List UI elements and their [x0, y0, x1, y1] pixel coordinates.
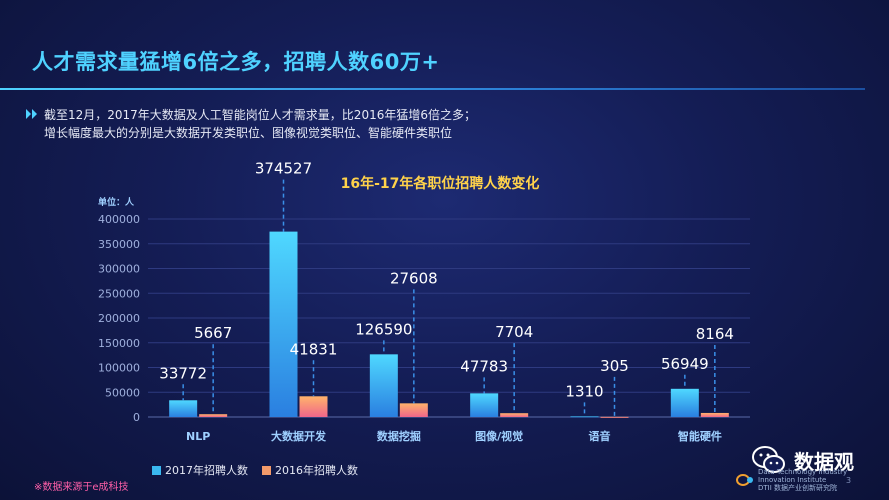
wechat-account-mark: 数据观	[752, 445, 854, 475]
bar-2017	[570, 416, 599, 418]
legend-item-2017: 2017年招聘人数	[152, 462, 248, 478]
value-label-2017: 126590	[355, 320, 412, 338]
brand-text: Data Technology Industry Innovation Inst…	[758, 468, 847, 492]
bar-2017	[470, 393, 499, 417]
page-title: 人才需求量猛增6倍之多，招聘人数60万+	[32, 50, 440, 74]
bar-2016	[500, 413, 529, 417]
x-tick-label: NLP	[186, 430, 210, 443]
value-label-2016: 8164	[696, 325, 734, 343]
x-tick-label: 智能硬件	[678, 429, 722, 443]
legend-swatch-2016	[262, 465, 271, 475]
brand-line-3: DTII 数据产业创新研究院	[758, 484, 838, 492]
bar-2017	[269, 231, 298, 417]
brand-line-2: Innovation Institute	[758, 476, 827, 484]
value-label-2017: 374527	[255, 160, 312, 178]
brand-logo: Data Technology Industry Innovation Inst…	[736, 468, 847, 492]
bar-2017	[670, 388, 699, 417]
wechat-icon	[752, 446, 785, 473]
y-tick-label: 300000	[98, 263, 140, 276]
page-number: 3	[846, 476, 852, 485]
legend-label-2017: 2017年招聘人数	[165, 464, 248, 477]
y-tick-label: 0	[133, 411, 140, 424]
value-label-2016: 41831	[290, 340, 338, 358]
x-tick-label: 图像/视觉	[475, 429, 523, 443]
y-tick-label: 200000	[98, 312, 140, 325]
y-tick-label: 350000	[98, 238, 140, 251]
value-label-2016: 27608	[390, 269, 438, 287]
y-tick-label: 400000	[98, 213, 140, 226]
brand-logo-icon	[736, 474, 753, 486]
x-tick-label: 语音	[589, 429, 611, 443]
value-label-2016: 5667	[194, 324, 232, 342]
x-tick-label: 数据挖掘	[377, 429, 421, 443]
chart-title: 16年-17年各职位招聘人数变化	[341, 175, 540, 192]
bar-2016	[399, 403, 428, 417]
bar-2017	[169, 400, 198, 417]
bar-2016	[700, 412, 729, 417]
value-label-2016: 7704	[495, 323, 533, 341]
intro-line-1: 截至12月，2017年大数据及人工智能岗位人才需求量，比2016年猛增6倍之多；	[44, 108, 476, 122]
legend-label-2016: 2016年招聘人数	[275, 464, 358, 477]
bar-2016	[299, 396, 328, 417]
chart-legend: 2017年招聘人数 2016年招聘人数	[152, 462, 358, 478]
value-label-2017: 1310	[565, 382, 603, 400]
y-tick-label: 100000	[98, 362, 140, 375]
bar-2016	[600, 416, 629, 418]
legend-item-2016: 2016年招聘人数	[262, 462, 358, 478]
bar-2017	[369, 354, 398, 417]
bar-2016	[199, 414, 228, 417]
value-label-2017: 33772	[159, 364, 207, 382]
value-label-2016: 305	[600, 357, 629, 375]
wechat-account-name: 数据观	[794, 449, 854, 474]
brand-line-1: Data Technology Industry	[758, 468, 848, 476]
legend-swatch-2017	[152, 465, 161, 475]
data-source-note: ※数据来源于e成科技	[34, 482, 129, 493]
y-tick-label: 250000	[98, 287, 140, 300]
unit-label: 单位：人	[98, 196, 135, 208]
intro-line-2: 增长幅度最大的分别是大数据开发类职位、图像视觉类职位、智能硬件类职位	[44, 126, 453, 140]
y-tick-label: 50000	[105, 386, 140, 399]
value-label-2017: 56949	[661, 355, 709, 373]
value-label-2017: 47783	[460, 357, 508, 375]
title-divider	[0, 88, 865, 90]
y-tick-label: 150000	[98, 337, 140, 350]
double-arrow-icon	[26, 109, 37, 119]
x-tick-label: 大数据开发	[271, 429, 327, 443]
